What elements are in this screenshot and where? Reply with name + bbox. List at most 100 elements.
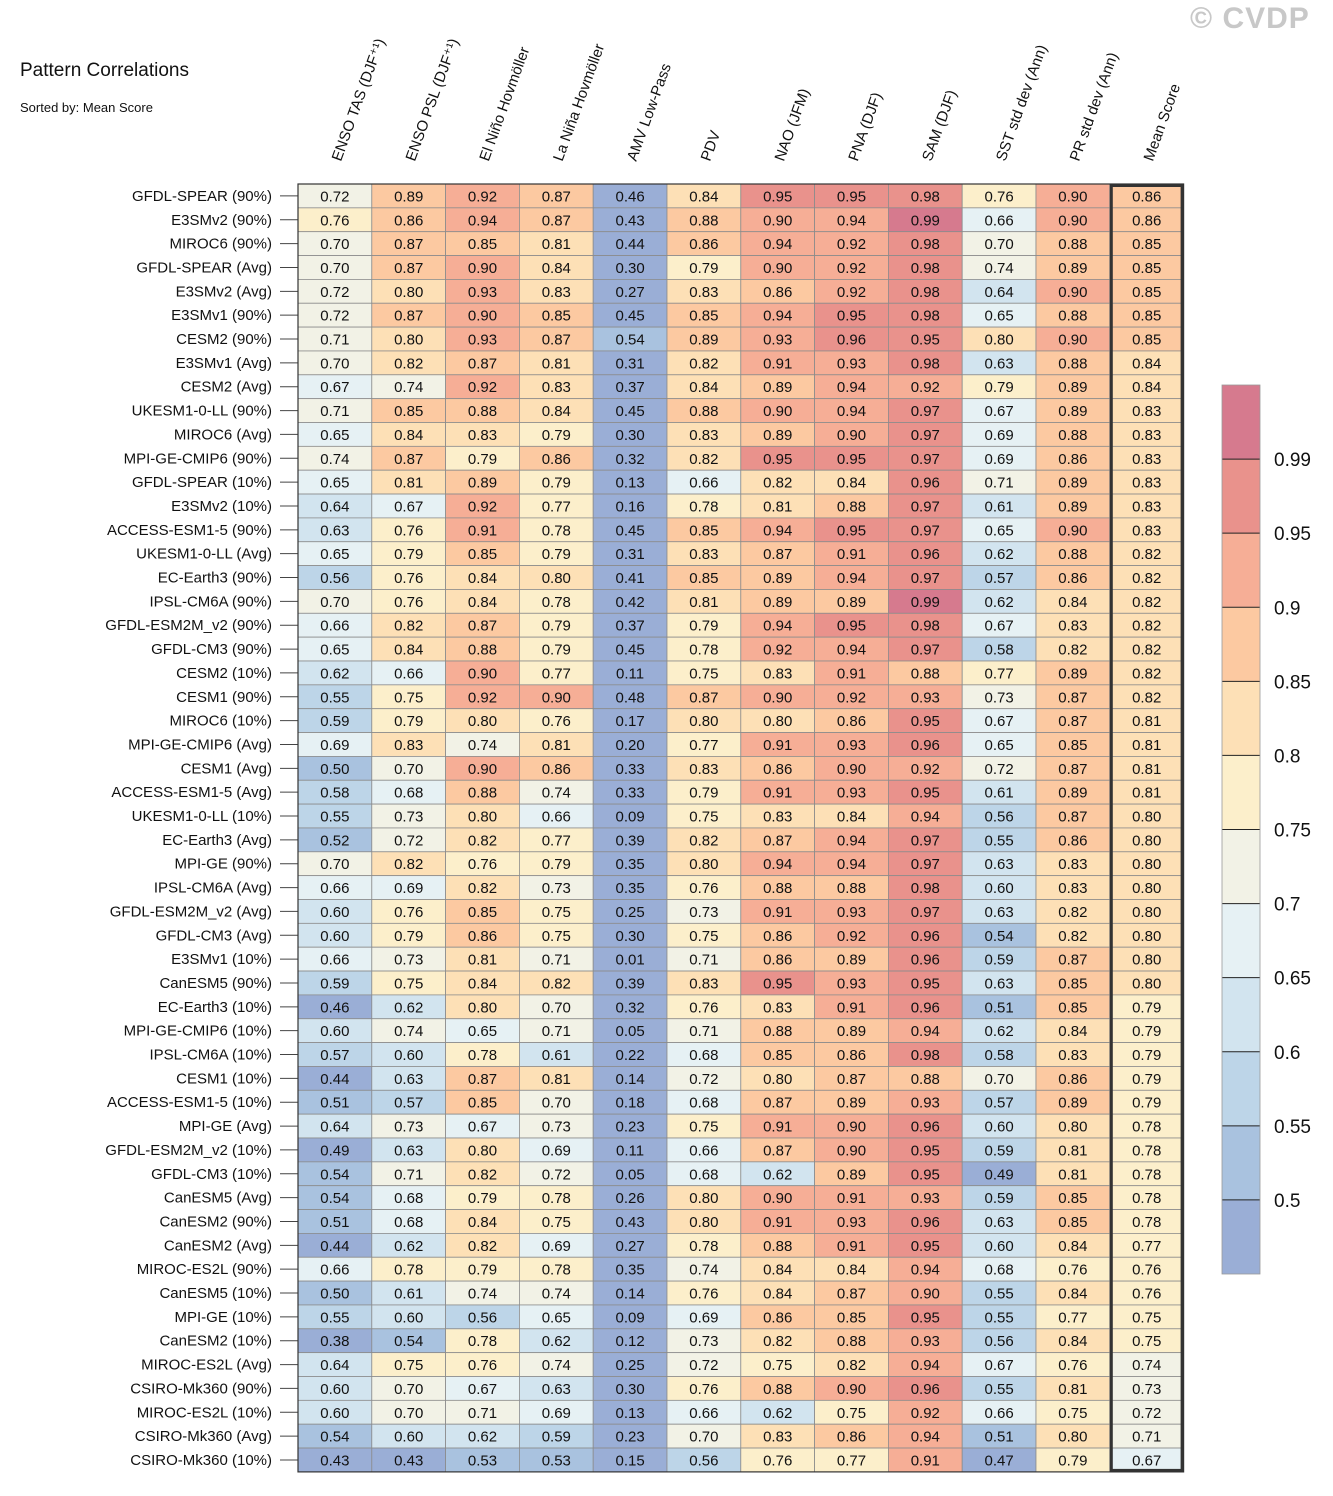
row-label: CSIRO-Mk360 (Avg): [135, 1428, 272, 1445]
cell-value: 0.55: [320, 809, 349, 826]
cell-value: 0.69: [394, 880, 423, 897]
cell-value: 0.85: [1132, 284, 1161, 301]
cell-value: 0.88: [837, 498, 866, 515]
cell-value: 0.52: [320, 832, 349, 849]
mean-score-box: [1109, 184, 1184, 1472]
cell-value: 0.84: [1058, 1286, 1087, 1303]
cell-value: 0.86: [1058, 570, 1087, 587]
cell-value: 0.93: [468, 332, 497, 349]
cell-value: 0.83: [689, 546, 718, 563]
cell-value: 0.97: [911, 498, 940, 515]
cell-value: 0.73: [1132, 1381, 1161, 1398]
cell-value: 0.75: [542, 928, 571, 945]
cell-value: 0.93: [837, 737, 866, 754]
cell-value: 0.70: [394, 1405, 423, 1422]
cell-value: 0.81: [542, 737, 571, 754]
cell-value: 0.14: [615, 1071, 644, 1088]
row-label: MIROC-ES2L (90%): [137, 1261, 272, 1278]
cell-value: 0.30: [615, 427, 644, 444]
row-label: E3SMv1 (Avg): [176, 355, 272, 372]
cell-value: 0.90: [837, 761, 866, 778]
cell-value: 0.59: [984, 1190, 1013, 1207]
cell-value: 0.83: [394, 737, 423, 754]
row-label: GFDL-ESM2M_v2 (10%): [105, 1142, 272, 1159]
cell-value: 0.89: [763, 570, 792, 587]
cell-value: 0.72: [689, 1357, 718, 1374]
colorbar-border: [1221, 384, 1261, 1275]
cell-value: 0.96: [911, 1119, 940, 1136]
cell-value: 0.27: [615, 1238, 644, 1255]
row-label: GFDL-SPEAR (Avg): [136, 259, 272, 276]
cell-value: 0.65: [984, 737, 1013, 754]
cell-value: 0.94: [837, 856, 866, 873]
cell-value: 0.83: [1058, 880, 1087, 897]
cell-value: 0.95: [763, 188, 792, 205]
cell-value: 0.18: [615, 1095, 644, 1112]
cell-value: 0.95: [837, 188, 866, 205]
cell-value: 0.76: [689, 1381, 718, 1398]
row-label: MIROC6 (10%): [169, 713, 272, 730]
cell-value: 0.87: [1058, 952, 1087, 969]
cell-value: 0.71: [542, 1023, 571, 1040]
chart-subtitle: Sorted by: Mean Score: [20, 100, 153, 115]
cell-value: 0.97: [911, 570, 940, 587]
cell-value: 0.96: [911, 928, 940, 945]
column-header: PNA (DJF): [845, 90, 885, 163]
cell-value: 0.94: [468, 212, 497, 229]
cell-value: 0.75: [689, 665, 718, 682]
cell-value: 0.86: [763, 928, 792, 945]
cell-value: 0.12: [615, 1333, 644, 1350]
cell-value: 0.87: [837, 1286, 866, 1303]
cell-value: 0.87: [394, 451, 423, 468]
cell-value: 0.44: [615, 236, 644, 253]
cell-value: 0.79: [1132, 1023, 1161, 1040]
cell-value: 0.70: [984, 1071, 1013, 1088]
cell-value: 0.61: [984, 498, 1013, 515]
cell-value: 0.25: [615, 1357, 644, 1374]
cell-value: 0.84: [1058, 1023, 1087, 1040]
cell-value: 0.69: [984, 427, 1013, 444]
row-label: MPI-GE-CMIP6 (10%): [124, 1023, 272, 1040]
cell-value: 0.85: [468, 236, 497, 253]
cell-value: 0.76: [1132, 1286, 1161, 1303]
cell-value: 0.68: [394, 1214, 423, 1231]
cell-value: 0.83: [763, 999, 792, 1016]
cell-value: 0.80: [468, 1142, 497, 1159]
row-label: GFDL-CM3 (Avg): [156, 927, 272, 944]
cell-value: 0.79: [394, 546, 423, 563]
row-label: MIROC6 (Avg): [174, 426, 272, 443]
cell-value: 0.56: [689, 1452, 718, 1469]
cell-value: 0.76: [394, 522, 423, 539]
cell-value: 0.84: [394, 642, 423, 659]
cell-value: 0.71: [1132, 1429, 1161, 1446]
column-header: ENSO PSL (DJF⁺¹): [402, 36, 462, 163]
cell-value: 0.81: [542, 236, 571, 253]
cell-value: 0.91: [763, 737, 792, 754]
cell-value: 0.88: [763, 1381, 792, 1398]
cell-value: 0.93: [911, 1095, 940, 1112]
cell-value: 0.97: [911, 856, 940, 873]
cell-value: 0.79: [542, 618, 571, 635]
cell-value: 0.11: [616, 665, 644, 682]
cell-value: 0.96: [911, 475, 940, 492]
cell-value: 0.95: [837, 522, 866, 539]
cell-value: 0.85: [1132, 260, 1161, 277]
column-header: La Niña Hovmöller: [550, 42, 608, 164]
cell-value: 0.68: [689, 1095, 718, 1112]
colorbar-label: 0.6: [1274, 1043, 1300, 1064]
row-label: E3SMv1 (90%): [171, 307, 272, 324]
cell-value: 0.01: [615, 952, 644, 969]
cell-value: 0.65: [984, 308, 1013, 325]
cell-value: 0.70: [689, 1429, 718, 1446]
cell-value: 0.73: [542, 880, 571, 897]
cell-value: 0.78: [542, 594, 571, 611]
cell-value: 0.94: [837, 832, 866, 849]
cell-value: 0.91: [911, 1452, 940, 1469]
cell-value: 0.62: [984, 546, 1013, 563]
cell-value: 0.75: [542, 1214, 571, 1231]
cell-value: 0.80: [468, 999, 497, 1016]
cell-value: 0.84: [468, 1214, 497, 1231]
cell-value: 0.88: [763, 880, 792, 897]
cell-value: 0.84: [837, 1262, 866, 1279]
row-label: IPSL-CM6A (Avg): [154, 880, 272, 897]
